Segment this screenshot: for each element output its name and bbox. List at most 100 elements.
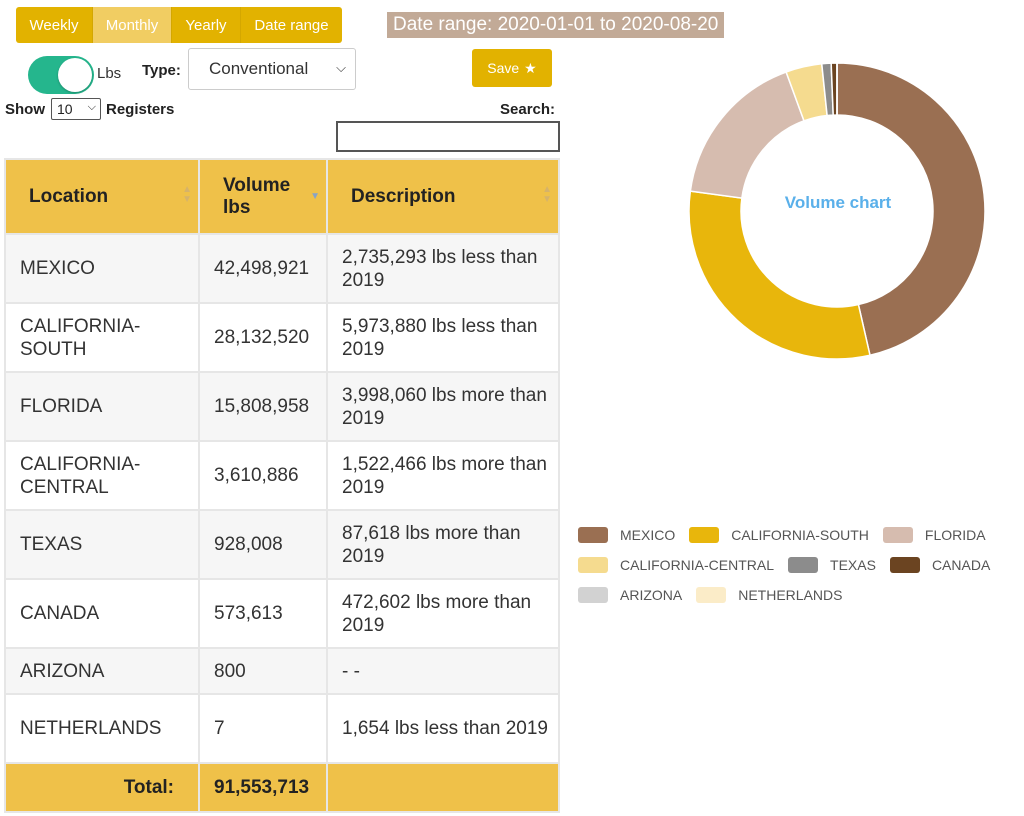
- volume-column-header[interactable]: Volume lbs ▼: [198, 158, 328, 235]
- period-weekly-button[interactable]: Weekly: [16, 7, 93, 43]
- unit-toggle[interactable]: [28, 56, 94, 94]
- legend-item-arizona[interactable]: ARIZONA: [578, 587, 682, 603]
- total-label: Total:: [4, 762, 200, 813]
- chart-title: Volume chart: [784, 193, 892, 212]
- volume-cell: 42,498,921: [198, 233, 328, 304]
- legend-item-mexico[interactable]: MEXICO: [578, 527, 675, 543]
- legend-swatch: [889, 557, 920, 573]
- volume-header-label: Volume lbs: [223, 174, 291, 218]
- legend-item-texas[interactable]: TEXAS: [788, 557, 876, 573]
- location-header-label: Location: [29, 185, 109, 207]
- type-select[interactable]: Conventional ⌵: [188, 48, 356, 90]
- show-label: Show: [5, 101, 45, 118]
- chart-legend: MEXICO CALIFORNIA-SOUTH FLORIDA CALIFORNIA-…: [578, 520, 1018, 610]
- page-length-select[interactable]: 10 ⌵: [51, 98, 101, 120]
- description-column-header[interactable]: Description ▲ ▼: [326, 158, 560, 235]
- legend-item-canada[interactable]: CANADA: [889, 557, 991, 573]
- location-cell: NETHERLANDS: [4, 693, 200, 764]
- location-cell: CANADA: [4, 578, 200, 649]
- legend-label: CALIFORNIA-CENTRAL: [620, 557, 775, 573]
- legend-row: CALIFORNIA-CENTRAL TEXAS CANADA: [578, 550, 1018, 580]
- total-empty-cell: [326, 762, 560, 813]
- period-yearly-button[interactable]: Yearly: [172, 7, 241, 43]
- legend-item-california-central[interactable]: CALIFORNIA-CENTRAL: [578, 557, 774, 573]
- pie-slice-florida[interactable]: [689, 71, 805, 199]
- location-cell: ARIZONA: [4, 647, 200, 695]
- legend-label: FLORIDA: [924, 527, 986, 543]
- location-cell: TEXAS: [4, 509, 200, 580]
- legend-row: MEXICO CALIFORNIA-SOUTH FLORIDA: [578, 520, 1018, 550]
- legend-label: TEXAS: [830, 557, 876, 573]
- volume-cell: 7: [198, 693, 328, 764]
- period-date-range-button[interactable]: Date range: [241, 7, 342, 43]
- location-cell: CALIFORNIA-SOUTH: [4, 302, 200, 373]
- legend-swatch: [696, 587, 727, 603]
- description-cell: 87,618 lbs more than 2019: [326, 509, 560, 580]
- legend-swatch: [882, 527, 913, 543]
- legend-swatch: [689, 527, 720, 543]
- volume-cell: 928,008: [198, 509, 328, 580]
- date-range-label: Date range: 2020-01-01 to 2020-08-20: [387, 12, 725, 38]
- description-cell: 2,735,293 lbs less than 2019: [326, 233, 560, 304]
- page-length-value: 10: [57, 101, 73, 117]
- legend-label: ARIZONA: [620, 587, 683, 603]
- star-icon: ★: [524, 59, 537, 76]
- legend-swatch: [578, 527, 608, 543]
- table-row: NETHERLANDS 7 1,654 lbs less than 2019: [4, 693, 560, 764]
- description-cell: 3,998,060 lbs more than 2019: [326, 371, 560, 442]
- total-value: 91,553,713: [198, 762, 328, 813]
- location-cell: MEXICO: [4, 233, 200, 304]
- save-button[interactable]: Save ★: [472, 49, 552, 87]
- legend-label: CANADA: [931, 557, 991, 573]
- registers-label: Registers: [106, 101, 175, 118]
- unit-label: Lbs: [97, 65, 122, 82]
- table-row: ARIZONA 800 - -: [4, 647, 560, 695]
- table-row: FLORIDA 15,808,958 3,998,060 lbs more th…: [4, 371, 560, 442]
- table-row: TEXAS 928,008 87,618 lbs more than 2019: [4, 509, 560, 580]
- legend-label: MEXICO: [620, 527, 676, 543]
- toggle-knob: [58, 58, 92, 92]
- legend-row: ARIZONA NETHERLANDS: [578, 580, 1018, 610]
- legend-swatch: [578, 587, 608, 603]
- description-cell: 1,522,466 lbs more than 2019: [326, 440, 560, 511]
- period-selector: Weekly Monthly Yearly Date range: [16, 7, 342, 43]
- description-cell: 1,654 lbs less than 2019: [326, 693, 560, 764]
- table-header-row: Location ▲ ▼ Volume lbs ▼ Description ▲ ▼: [4, 158, 560, 235]
- volume-cell: 3,610,886: [198, 440, 328, 511]
- legend-item-netherlands[interactable]: NETHERLANDS: [696, 587, 842, 603]
- legend-swatch: [788, 557, 819, 573]
- location-column-header[interactable]: Location ▲ ▼: [4, 158, 200, 235]
- search-input[interactable]: [336, 121, 560, 152]
- pie-slice-california-south[interactable]: [688, 190, 871, 360]
- sort-icon: ▲ ▼: [542, 184, 552, 205]
- type-label: Type:: [142, 62, 181, 79]
- description-header-label: Description: [351, 185, 456, 207]
- volume-donut-chart: [688, 62, 986, 360]
- volume-cell: 28,132,520: [198, 302, 328, 373]
- legend-item-california-south[interactable]: CALIFORNIA-SOUTH: [689, 527, 869, 543]
- table-row: CALIFORNIA-CENTRAL 3,610,886 1,522,466 l…: [4, 440, 560, 511]
- pie-slice-mexico[interactable]: [836, 62, 986, 357]
- period-monthly-button[interactable]: Monthly: [93, 7, 172, 43]
- description-cell: 5,973,880 lbs less than 2019: [326, 302, 560, 373]
- sort-desc-icon: ▼: [310, 191, 320, 202]
- chevron-down-icon: ⌵: [336, 60, 346, 75]
- table-row: CALIFORNIA-SOUTH 28,132,520 5,973,880 lb…: [4, 302, 560, 373]
- legend-label: NETHERLANDS: [738, 587, 843, 603]
- search-label: Search:: [500, 101, 556, 118]
- table-row: CANADA 573,613 472,602 lbs more than 201…: [4, 578, 560, 649]
- legend-swatch: [578, 557, 608, 573]
- legend-item-florida[interactable]: FLORIDA: [882, 527, 986, 543]
- table-row: MEXICO 42,498,921 2,735,293 lbs less tha…: [4, 233, 560, 304]
- volume-table: Location ▲ ▼ Volume lbs ▼ Description ▲ ▼ MEX…: [4, 158, 560, 813]
- volume-cell: 15,808,958: [198, 371, 328, 442]
- save-button-label: Save: [487, 60, 520, 76]
- description-cell: 472,602 lbs more than 2019: [326, 578, 560, 649]
- description-cell: - -: [326, 647, 560, 695]
- location-cell: FLORIDA: [4, 371, 200, 442]
- legend-label: CALIFORNIA-SOUTH: [731, 527, 869, 543]
- volume-cell: 573,613: [198, 578, 328, 649]
- chevron-down-icon: ⌵: [87, 101, 96, 113]
- type-select-value: Conventional: [209, 59, 309, 78]
- location-cell: CALIFORNIA-CENTRAL: [4, 440, 200, 511]
